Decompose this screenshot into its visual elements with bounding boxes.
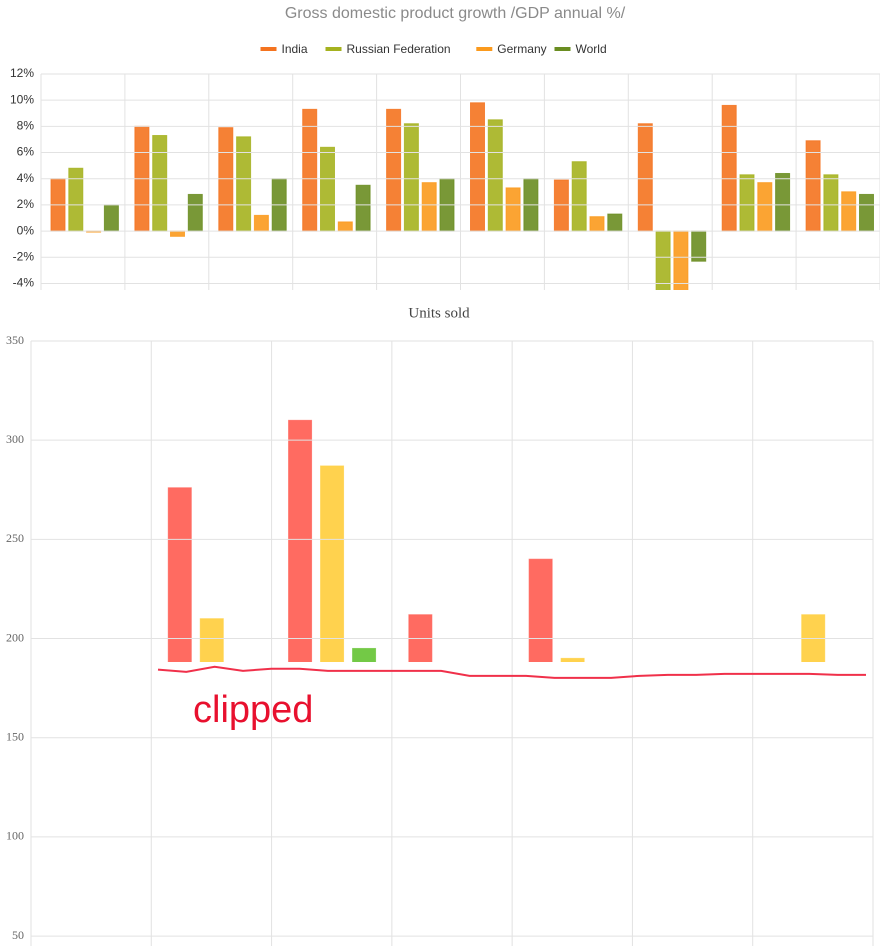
bar <box>167 487 192 662</box>
bar <box>103 204 119 232</box>
bar <box>187 193 203 232</box>
legend-swatch <box>325 47 342 51</box>
bar <box>253 214 269 232</box>
bar <box>859 193 874 232</box>
bar <box>320 465 345 662</box>
y-tick-label: 2% <box>17 197 35 211</box>
bar <box>757 182 773 232</box>
line <box>157 665 866 679</box>
bar <box>320 146 335 232</box>
bar <box>68 167 84 232</box>
y-tick-label: 300 <box>6 432 24 446</box>
bar <box>673 230 689 290</box>
bar <box>505 187 521 232</box>
y-tick-label: -4% <box>13 276 35 290</box>
y-tick-label: 0% <box>17 223 35 237</box>
bar <box>691 230 707 262</box>
bar <box>775 172 791 232</box>
y-tick-label: 200 <box>6 630 24 644</box>
bar <box>560 657 585 662</box>
bar <box>607 213 623 232</box>
bar <box>386 108 402 232</box>
bar <box>841 191 857 232</box>
y-tick-label: 150 <box>6 729 24 743</box>
plot <box>167 419 826 662</box>
legend-label: Germany <box>497 42 546 56</box>
y-tick-label: 350 <box>6 333 24 347</box>
bar <box>805 140 821 232</box>
bar <box>655 230 671 290</box>
bar <box>236 136 252 232</box>
chart-title: Gross domestic product growth /GDP annua… <box>285 5 626 22</box>
bar <box>487 119 503 232</box>
annotation: clipped <box>193 689 313 731</box>
bar <box>337 221 353 232</box>
bar <box>152 135 168 232</box>
bar <box>199 618 224 662</box>
y-tick-label: 4% <box>17 171 35 185</box>
y-tick-label: 8% <box>17 119 35 133</box>
bar <box>637 123 653 232</box>
y-tick-label: 50 <box>12 928 24 942</box>
y-tick-label: 6% <box>17 145 35 159</box>
legend-swatch <box>476 47 493 51</box>
plot <box>50 102 874 290</box>
bar <box>218 127 234 232</box>
bar <box>302 108 318 232</box>
chart-title: Units sold <box>408 305 470 321</box>
y-tick-label: 100 <box>6 829 24 843</box>
bar <box>170 230 185 237</box>
bar <box>801 614 826 662</box>
bar <box>288 419 313 662</box>
legend-swatch <box>554 47 571 51</box>
y-tick-label: 10% <box>10 92 34 106</box>
bar <box>528 558 553 662</box>
bar <box>352 647 377 662</box>
bar <box>739 174 755 232</box>
legend-label: World <box>576 42 607 56</box>
legend-label: Russian Federation <box>347 42 451 56</box>
legend-label: India <box>282 42 308 56</box>
bar <box>553 179 569 232</box>
bar <box>403 123 419 232</box>
bar <box>421 182 437 232</box>
legend-swatch <box>260 47 277 51</box>
bar <box>470 102 485 232</box>
bar <box>721 104 737 232</box>
bar <box>408 614 433 662</box>
y-tick-label: 250 <box>6 531 24 545</box>
bar <box>571 161 587 232</box>
bar <box>589 216 605 232</box>
y-tick-label: -2% <box>13 249 35 263</box>
bar <box>823 174 839 232</box>
y-tick-label: 12% <box>10 66 34 80</box>
bar <box>355 184 371 232</box>
